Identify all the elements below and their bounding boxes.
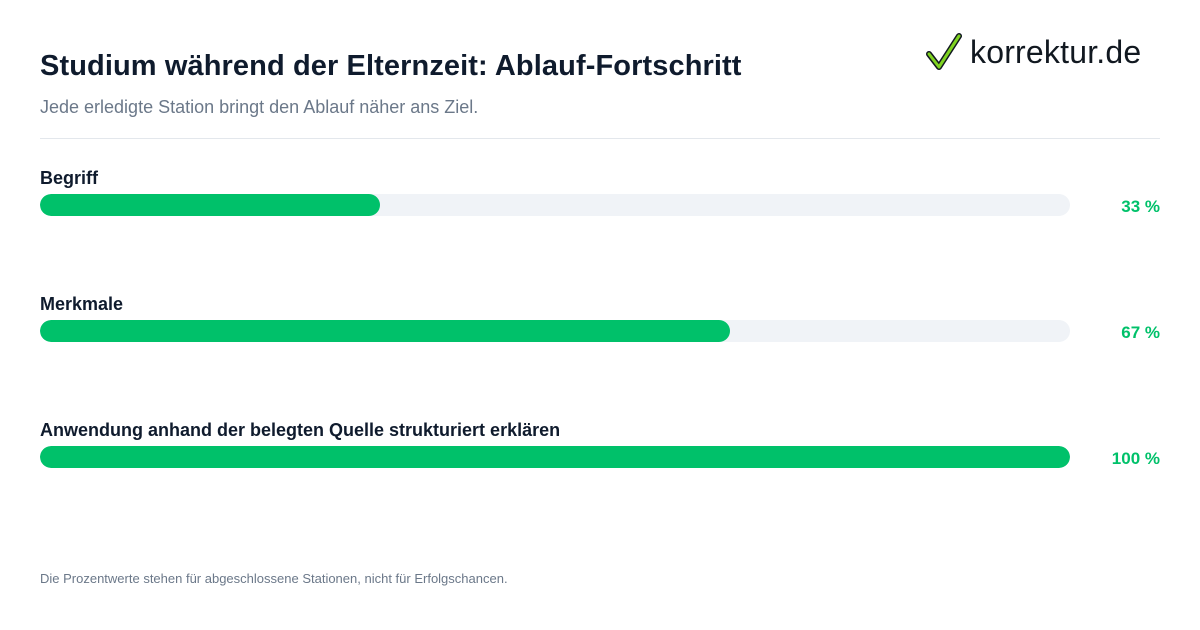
chart-subtitle: Jede erledigte Station bringt den Ablauf…: [40, 97, 479, 117]
bar-value-label: 67 %: [1121, 323, 1160, 342]
brand-logo-text: korrektur.de: [970, 33, 1142, 70]
progress-bar: [40, 446, 1070, 468]
progress-row: Anwendung anhand der belegten Quelle str…: [40, 420, 1160, 470]
progress-bar: [40, 320, 731, 342]
bar-label: Begriff: [40, 168, 98, 188]
progress-bar: [40, 194, 380, 216]
header-divider: [40, 138, 1160, 139]
progress-track: [40, 320, 1070, 342]
footnote: Die Prozentwerte stehen für abgeschlosse…: [40, 571, 508, 586]
chart-title: Studium während der Elternzeit: Ablauf-F…: [40, 50, 742, 82]
progress-track: [40, 194, 1070, 216]
progress-row: Begriff 33 %: [40, 168, 1160, 218]
brand-logo[interactable]: korrektur.de: [926, 30, 1141, 74]
bar-value-label: 100 %: [1111, 449, 1160, 468]
bar-label: Anwendung anhand der belegten Quelle str…: [40, 420, 561, 440]
checkmark-icon: [926, 33, 962, 70]
progress-track: [40, 446, 1070, 468]
progress-row: Merkmale 67 %: [40, 294, 1160, 344]
bar-value-label: 33 %: [1121, 197, 1160, 216]
bar-label: Merkmale: [40, 294, 124, 314]
